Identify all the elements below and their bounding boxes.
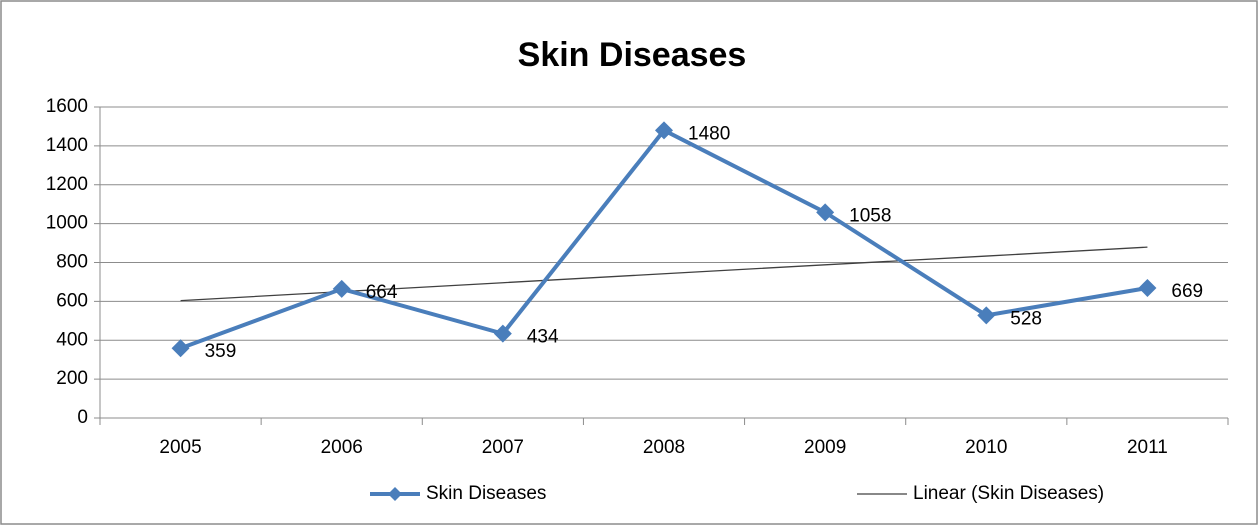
y-tick-label: 1200 (46, 174, 88, 195)
legend-label: Skin Diseases (426, 483, 546, 504)
x-tick-label: 2010 (965, 437, 1007, 458)
marker (171, 339, 190, 358)
chart-title: Skin Diseases (518, 36, 747, 74)
data-label: 528 (1010, 308, 1042, 329)
y-tick-label: 1400 (46, 135, 88, 156)
y-tick-label: 800 (56, 252, 88, 273)
marker (655, 121, 673, 140)
marker (332, 279, 351, 298)
y-tick-label: 400 (56, 329, 88, 350)
data-label: 1058 (849, 205, 891, 226)
y-tick-label: 1600 (46, 96, 88, 117)
x-tick-label: 2009 (804, 437, 846, 458)
data-label: 359 (205, 341, 237, 362)
legend-marker (388, 487, 402, 501)
y-tick-label: 600 (56, 290, 88, 311)
legend-label: Linear (Skin Diseases) (913, 483, 1104, 504)
marker (493, 324, 512, 343)
y-tick-label: 0 (77, 407, 88, 428)
marker (977, 306, 996, 325)
x-tick-label: 2007 (482, 437, 524, 458)
marker (816, 203, 835, 222)
x-tick-label: 2008 (643, 437, 685, 458)
x-tick-label: 2011 (1127, 437, 1168, 458)
data-label: 1480 (688, 123, 730, 144)
y-tick-label: 200 (56, 368, 88, 389)
y-tick-label: 1000 (46, 213, 88, 234)
data-label: 664 (366, 282, 398, 303)
marker (1138, 278, 1157, 297)
data-label: 434 (527, 327, 559, 348)
x-tick-label: 2005 (159, 437, 201, 458)
data-label: 669 (1171, 281, 1203, 302)
x-tick-label: 2006 (321, 437, 363, 458)
